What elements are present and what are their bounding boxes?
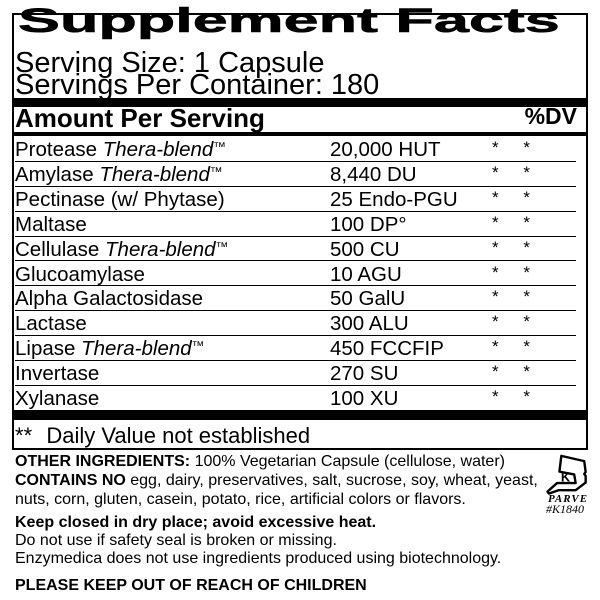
- svg-text:K: K: [561, 470, 571, 485]
